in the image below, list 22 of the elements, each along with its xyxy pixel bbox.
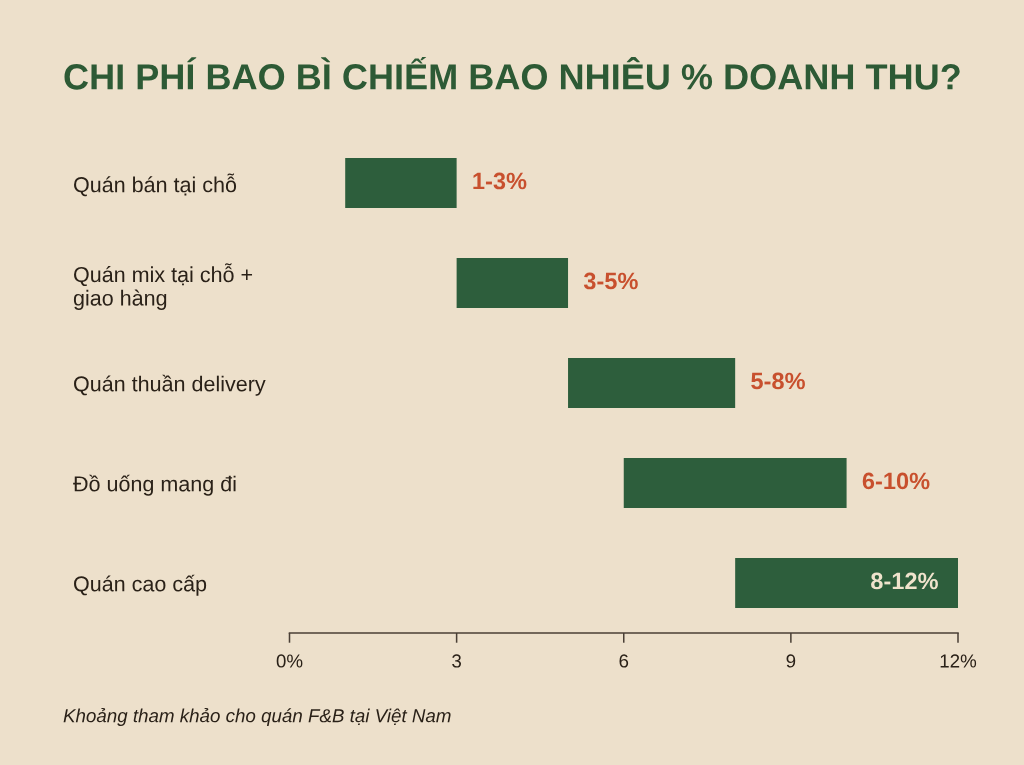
- x-tick-label: 9: [786, 654, 796, 668]
- annotation: 3-5%: [583, 272, 638, 290]
- text: Khoảng tham khảo cho quán F&B tại Việt Nam: [63, 707, 451, 727]
- y-tick-label: Quán thuần delivery: [74, 374, 266, 396]
- annotation: 6-10%: [862, 472, 930, 490]
- y-tick-label: Quán bán tại chỗ: [74, 173, 237, 197]
- bar: [456, 258, 569, 308]
- x-tick-label: 0%: [276, 654, 303, 668]
- bar: [345, 158, 457, 208]
- x-tick-label: 12%: [940, 654, 977, 668]
- x-tick-label: 6: [619, 654, 629, 668]
- x-tick-label: 3: [452, 654, 462, 668]
- annotation: 8-12%: [871, 572, 938, 590]
- bar: [735, 558, 958, 608]
- annotation: 5-8%: [751, 372, 805, 390]
- annotation: 1-3%: [473, 172, 527, 190]
- y-tick-label: Quán mix tại chỗ + giao hàng: [73, 263, 253, 310]
- bar: [623, 458, 847, 508]
- bar: [568, 358, 736, 408]
- y-tick-label: Đồ uống mang đi: [73, 474, 236, 496]
- y-tick-label: Quán cao cấp: [74, 574, 207, 596]
- chart-title: CHI PHÍ BAO BÌ CHIẾM BAO NHIÊU % DOANH THU?: [64, 56, 960, 90]
